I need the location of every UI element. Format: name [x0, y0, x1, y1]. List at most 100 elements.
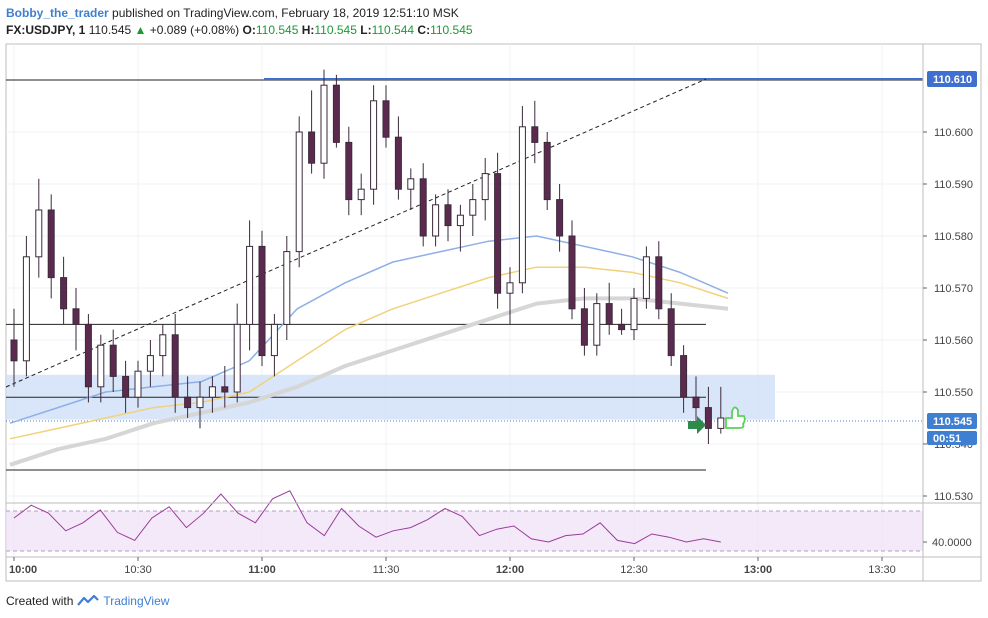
candle-body-bear [444, 204, 452, 227]
candle [618, 308, 626, 335]
candle [432, 194, 440, 247]
trend-line [5, 78, 707, 388]
candle [692, 376, 700, 424]
candle-body-bear [394, 136, 402, 190]
candle-body-bear [692, 396, 700, 409]
candle-body-bear [655, 256, 663, 310]
candle [469, 184, 477, 236]
candle-body-bull [159, 334, 167, 357]
candle [382, 85, 390, 148]
chart-frame [5, 43, 982, 582]
candle-body-bear [543, 141, 551, 201]
candle [568, 220, 576, 320]
candle-body-bull [233, 323, 241, 393]
candle-body-bear [332, 84, 340, 143]
candle-body-bull [134, 370, 142, 398]
sell-arrow-icon [688, 416, 706, 434]
candle-body-bull [717, 417, 725, 429]
candle [221, 366, 229, 408]
candle [506, 267, 514, 325]
candle [146, 340, 154, 387]
candle-body-bear [605, 303, 613, 325]
candle-body-bear [184, 396, 192, 409]
symbol-label[interactable]: FX:USDJPY, 1 [6, 23, 86, 37]
candle-body-bull [432, 204, 440, 237]
candle-body-bear [680, 355, 688, 398]
price-tick-label: 110.600 [934, 127, 973, 139]
candle-body-bull [642, 256, 650, 299]
candle-body-bear [556, 199, 564, 237]
high-label: H: [301, 23, 315, 37]
moving-averages [9, 235, 729, 467]
candle-body-bear [122, 375, 130, 398]
candle-body-bear [618, 323, 626, 331]
candle-body-bull [456, 214, 464, 227]
rsi-band [6, 511, 923, 551]
candle [394, 116, 402, 200]
time-tick-label: 10:30 [124, 564, 152, 576]
candle-body-bull [35, 209, 43, 258]
candle [518, 106, 526, 294]
last-price: 110.545 [88, 23, 132, 37]
candle [258, 230, 266, 366]
footer: Created with TradingView [6, 594, 169, 608]
candle [47, 194, 55, 299]
price-tick-label: 110.570 [934, 283, 973, 295]
candle [717, 386, 725, 434]
candle-body-bull [630, 297, 638, 331]
candle-body-bear [258, 245, 266, 357]
candle [35, 178, 43, 278]
candle-body-bull [295, 131, 303, 253]
candle-body-bear [667, 308, 675, 357]
price-level-tag: 110.610 [933, 74, 972, 86]
candle-body-bull [270, 323, 278, 357]
candle [246, 220, 254, 351]
candle [680, 345, 688, 413]
rsi-line [13, 490, 721, 545]
price-tick-label: 110.550 [934, 387, 973, 399]
ema-mid-line [9, 266, 729, 440]
candle-body-bull [370, 100, 378, 190]
candle-body-bull [22, 256, 30, 362]
candle [419, 163, 427, 247]
candle [494, 152, 502, 309]
time-tick-label: 10:00 [9, 564, 37, 576]
candle [320, 69, 328, 179]
candle [208, 376, 216, 413]
candle-body-bear [10, 339, 18, 362]
ohlc-legend: FX:USDJPY, 1 110.545 ▲ +0.089 (+0.08%) O… [6, 23, 473, 37]
candle [134, 360, 142, 408]
candle [72, 288, 80, 351]
candle [171, 314, 179, 413]
price-tick-label: 110.560 [934, 335, 973, 347]
chart-canvas[interactable]: 110.600 110.590 110.580 110.570 110.560 110.5… [0, 40, 988, 585]
created-with-text: Created with [6, 594, 74, 608]
price-level-tag-bg [927, 71, 977, 87]
candle [370, 85, 378, 205]
candle-body-bull [357, 188, 365, 201]
time-tick-label: 11:30 [373, 564, 400, 576]
price-axis[interactable]: 110.600 110.590 110.580 110.570 110.560 110.5… [923, 71, 977, 549]
candle [345, 126, 353, 216]
time-axis[interactable]: 10:00 10:30 11:00 11:30 12:00 12:30 13:00 13:30 [9, 557, 896, 576]
candle [593, 293, 601, 356]
candle [122, 360, 130, 413]
candle [667, 293, 675, 366]
candle-body-bear [568, 235, 576, 310]
time-tick-label: 13:00 [744, 564, 772, 576]
tradingview-logo-icon [77, 595, 100, 606]
candle [10, 308, 18, 387]
author-link[interactable]: Bobby_the_trader [6, 6, 109, 20]
thumbs-up-icon [725, 406, 746, 429]
ema-slow-line [9, 296, 729, 467]
candle-body-bull [469, 199, 477, 216]
time-tick-label: 13:30 [868, 564, 896, 576]
time-tick-label: 12:00 [496, 564, 524, 576]
candle [357, 173, 365, 216]
price-change: +0.089 (+0.08%) [149, 23, 240, 37]
candle [22, 236, 30, 377]
current-price-tag-bg [927, 413, 977, 429]
candle-body-bear [345, 141, 353, 201]
high-value: 110.545 [314, 23, 357, 37]
tradingview-brand[interactable]: TradingView [103, 594, 170, 608]
